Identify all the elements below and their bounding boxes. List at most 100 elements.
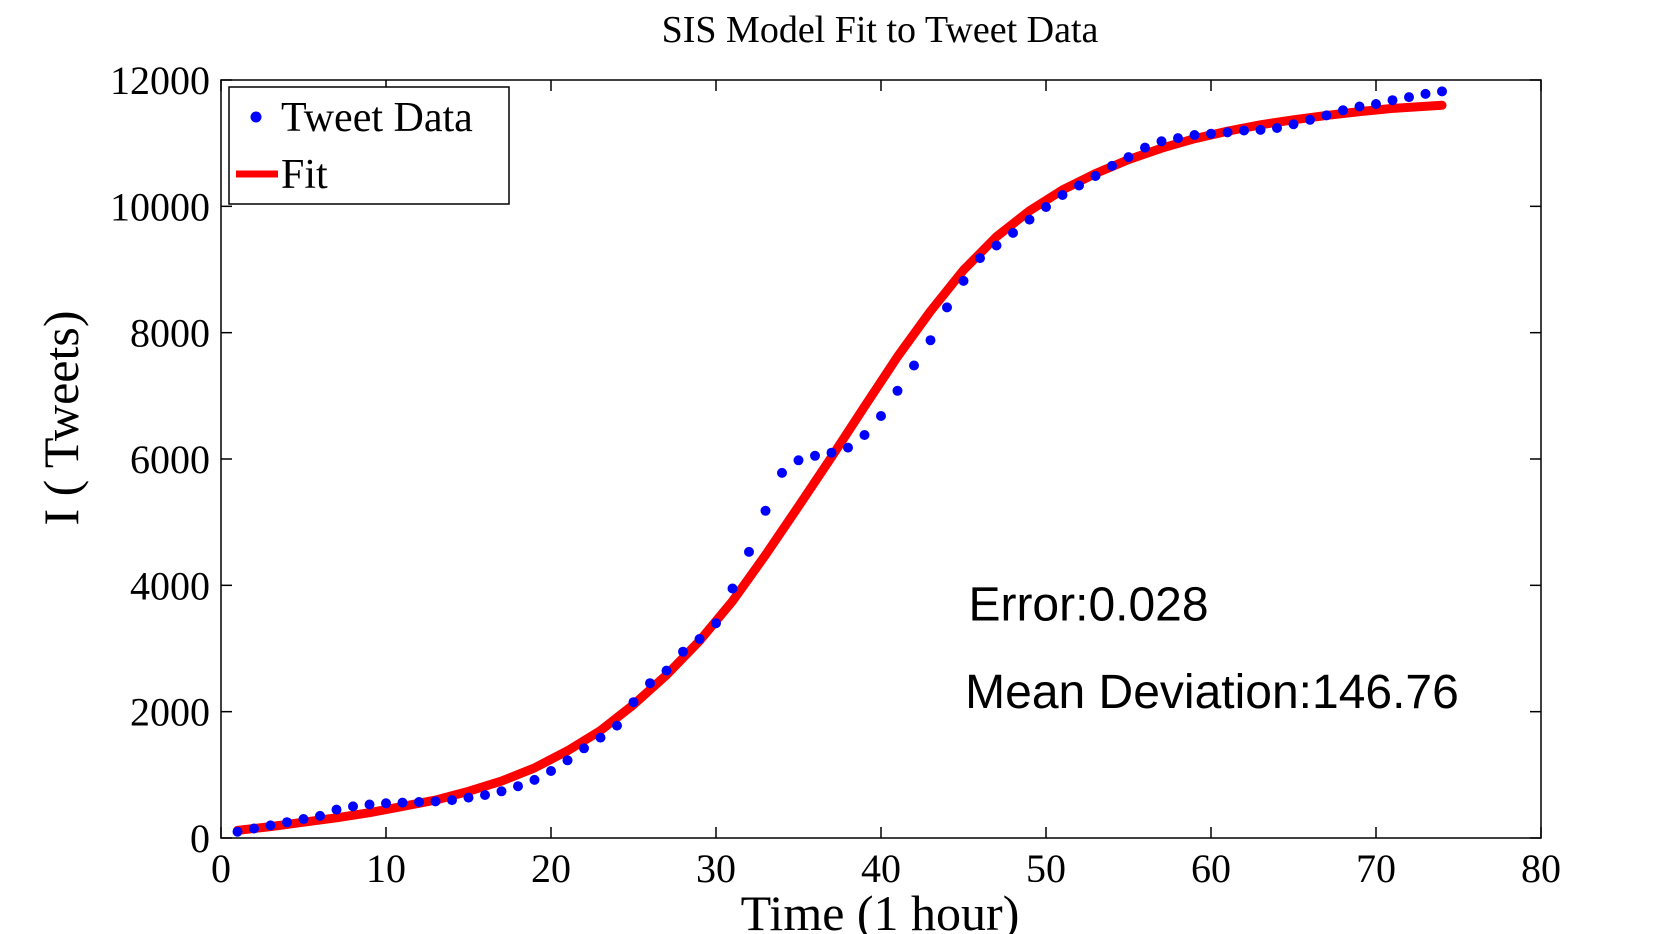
- tweet-data-point: [298, 814, 309, 824]
- x-tick-label-0: 0: [211, 846, 231, 891]
- tweet-data-point: [859, 430, 870, 440]
- tweet-data-point: [1239, 125, 1249, 136]
- tweet-data-point: [810, 450, 820, 461]
- tweet-data-point: [1321, 110, 1332, 121]
- tweet-data-point: [397, 797, 408, 808]
- tweet-data-point: [1305, 114, 1315, 125]
- tweet-data-point: [282, 817, 292, 828]
- tweet-data-point: [463, 792, 474, 803]
- tweet-data-point: [447, 795, 457, 806]
- chart-title: SIS Model Fit to Tweet Data: [662, 9, 1099, 51]
- x-tick-label-1: 10: [366, 846, 406, 891]
- y-tick-label-0: 0: [190, 816, 210, 861]
- y-tick-label-2: 4000: [130, 563, 210, 608]
- tweet-data-point: [1255, 124, 1266, 135]
- tweet-data-point: [546, 766, 556, 776]
- annotation-0: Error:0.028: [968, 578, 1208, 631]
- y-tick-label-4: 8000: [130, 311, 210, 356]
- tweet-data-point: [628, 697, 639, 708]
- tweet-data-point: [529, 774, 540, 785]
- x-tick-label-4: 40: [861, 846, 901, 891]
- tweet-data-point: [1156, 136, 1167, 147]
- tweet-data-point: [744, 546, 754, 557]
- tweet-data-point: [925, 335, 936, 346]
- tweet-data-point: [1057, 190, 1068, 200]
- tweet-data-point: [678, 646, 688, 657]
- tweet-data-point: [991, 240, 1002, 251]
- tweet-data-point: [513, 781, 523, 792]
- tweet-data-point: [694, 634, 705, 644]
- tweet-data-point: [265, 820, 276, 831]
- tweet-data-point: [249, 823, 259, 834]
- x-tick-label-3: 30: [696, 846, 736, 891]
- y-tick-label-1: 2000: [130, 690, 210, 735]
- tweet-data-point: [480, 790, 490, 800]
- x-axis-label: Time (1 hour): [741, 885, 1020, 934]
- tweet-data-point: [958, 275, 969, 286]
- tweet-data-point: [1206, 128, 1216, 139]
- axes: 0 10 20 30 40 50 60 70 80 0 2000 4000 6000 8000 10000 1…: [110, 58, 1561, 891]
- tweet-data-point: [777, 467, 787, 478]
- tweet-data-point: [612, 720, 622, 731]
- tweet-data-point: [1189, 130, 1200, 140]
- tweet-data-point: [331, 804, 342, 815]
- legend-label-tweet-data: Tweet Data: [281, 95, 473, 141]
- tweet-data-point: [1272, 123, 1282, 133]
- tweet-data-point: [892, 385, 903, 396]
- tweet-data-point: [1420, 88, 1431, 99]
- tweet-data-point: [579, 743, 589, 754]
- tweet-data-point: [1437, 86, 1447, 97]
- tweet-data-point: [793, 455, 804, 466]
- tweet-data-point: [430, 796, 441, 807]
- tweet-data-point: [381, 798, 391, 809]
- tweet-data-point: [876, 411, 886, 421]
- x-tick-label-7: 70: [1356, 846, 1396, 891]
- tweet-data-point: [1107, 160, 1117, 171]
- tweet-data-point: [711, 618, 721, 629]
- x-tick-label-6: 60: [1191, 846, 1231, 891]
- tweet-data-point: [595, 732, 606, 743]
- tweet-data-point: [232, 826, 243, 837]
- tweet-data-point: [348, 801, 358, 812]
- x-tick-label-8: 80: [1521, 846, 1561, 891]
- tweet-data-point: [942, 302, 952, 313]
- tweet-data-point: [1074, 180, 1084, 191]
- tweet-data-point: [645, 678, 655, 689]
- annotation-1: Mean Deviation:146.76: [965, 666, 1459, 719]
- y-tick-label-6: 12000: [110, 58, 210, 103]
- tweet-data-point: [1387, 95, 1398, 106]
- tweet-data-point: [975, 253, 985, 264]
- tweet-data-point: [414, 797, 424, 807]
- tweet-data-point: [843, 442, 853, 453]
- legend-marker-tweet-data: [250, 111, 262, 123]
- tweet-data-point: [661, 665, 672, 676]
- tweet-data-markers: [232, 86, 1447, 837]
- tweet-data-point: [909, 360, 919, 371]
- tweet-data-point: [1338, 105, 1348, 116]
- tweet-data-point: [1041, 202, 1051, 212]
- tweet-data-point: [1123, 152, 1134, 163]
- tweet-data-point: [727, 583, 738, 594]
- tweet-data-point: [760, 505, 771, 516]
- tweet-data-point: [826, 447, 837, 458]
- tweet-data-point: [496, 786, 507, 797]
- legend: Tweet Data Fit: [228, 86, 510, 205]
- y-tick-label-5: 10000: [110, 184, 210, 229]
- tweet-data-point: [1090, 171, 1101, 181]
- tweet-data-point: [1140, 142, 1150, 153]
- annotations: Error:0.028 Mean Deviation:146.76: [965, 578, 1459, 719]
- tweet-data-point: [1173, 133, 1183, 144]
- legend-label-fit: Fit: [281, 152, 328, 198]
- y-tick-label-3: 6000: [130, 437, 210, 482]
- legend-box: [228, 86, 510, 205]
- x-tick-label-2: 20: [531, 846, 571, 891]
- tweet-data-point: [1008, 227, 1018, 238]
- tweet-data-point: [1288, 119, 1299, 130]
- plot-area: [220, 79, 1542, 839]
- tweet-data-point: [1024, 214, 1035, 225]
- tweet-data-point: [1354, 101, 1365, 112]
- tweet-data-point: [562, 755, 573, 766]
- tweet-data-point: [1222, 127, 1233, 138]
- x-tick-label-5: 50: [1026, 846, 1066, 891]
